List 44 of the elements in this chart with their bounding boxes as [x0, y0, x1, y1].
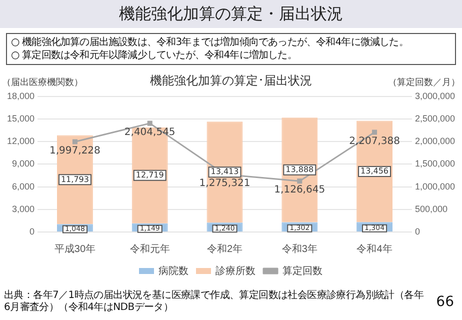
- x-tick-label: 令和3年: [282, 242, 318, 255]
- source-note: 出典：各年7／1時点の届出状況を基に医療課で作成、算定回数は社会医療診療行為別統計（各年6月審査分）（令和4年はNDBデータ）: [4, 290, 424, 314]
- data-label: 1,275,321: [199, 178, 250, 189]
- y2-tick-label: 500,000: [414, 204, 448, 214]
- y-tick-label: 15,000: [6, 113, 35, 124]
- y-tick-label: 6,000: [12, 181, 35, 192]
- point: [372, 130, 378, 135]
- y2-tick-label: 2,000,000: [414, 136, 456, 146]
- y2-tick-label: 1,500,000: [414, 158, 456, 169]
- x-tick-label: 令和4年: [356, 242, 392, 255]
- y2-tick-label: 0: [414, 226, 420, 236]
- y2-tick-label: 3,000,000: [414, 90, 456, 101]
- data-label: 1,997,228: [50, 145, 100, 156]
- point: [72, 139, 78, 144]
- point: [147, 120, 152, 126]
- text: ○ 算定回数は令和元年以降減少していたが、令和4年に増加した。: [11, 49, 298, 62]
- y-tick-label: 0: [30, 226, 35, 236]
- x-tick-label: 令和元年: [130, 242, 170, 255]
- y-tick-label: 9,000: [12, 158, 35, 169]
- y2-axis-title: （算定回数／月）: [388, 76, 460, 88]
- data-label: 13,413: [210, 167, 239, 176]
- data-label: 2,207,388: [349, 136, 400, 147]
- point: [297, 178, 302, 184]
- y-tick-label: 12,000: [6, 136, 35, 146]
- legend-label: 診療所数: [216, 264, 256, 277]
- x-tick-label: 令和2年: [206, 242, 243, 255]
- data-label: 12,719: [136, 170, 164, 180]
- legend-label: 算定回数: [282, 264, 322, 277]
- y2-tick-label: 2,500,000: [414, 113, 456, 124]
- text: ○ 機能強化加算の届出施設数は、令和3年までは増加傾向であったが、令和4年に微減した。: [11, 36, 410, 49]
- data-label: 13,456: [360, 166, 389, 176]
- y-tick-label: 18,000: [6, 90, 35, 101]
- data-label: 11,793: [60, 174, 89, 184]
- text: 66: [436, 294, 454, 310]
- chart-subtitle: 機能強化加算の算定･届出状況: [150, 74, 312, 88]
- y-axis-title: （届出医療機関数）: [2, 76, 83, 88]
- chart-title: 機能強化加算の算定・届出状況: [0, 0, 462, 28]
- legend-label: 病院数: [158, 264, 188, 277]
- x-tick-label: 平成30年: [54, 242, 96, 255]
- y-tick-label: 3,000: [12, 204, 35, 214]
- data-label: 13,888: [286, 164, 314, 174]
- data-label: 1,126,645: [274, 184, 326, 196]
- y2-tick-label: 1,000,000: [414, 181, 456, 192]
- data-label: 2,404,545: [124, 126, 176, 138]
